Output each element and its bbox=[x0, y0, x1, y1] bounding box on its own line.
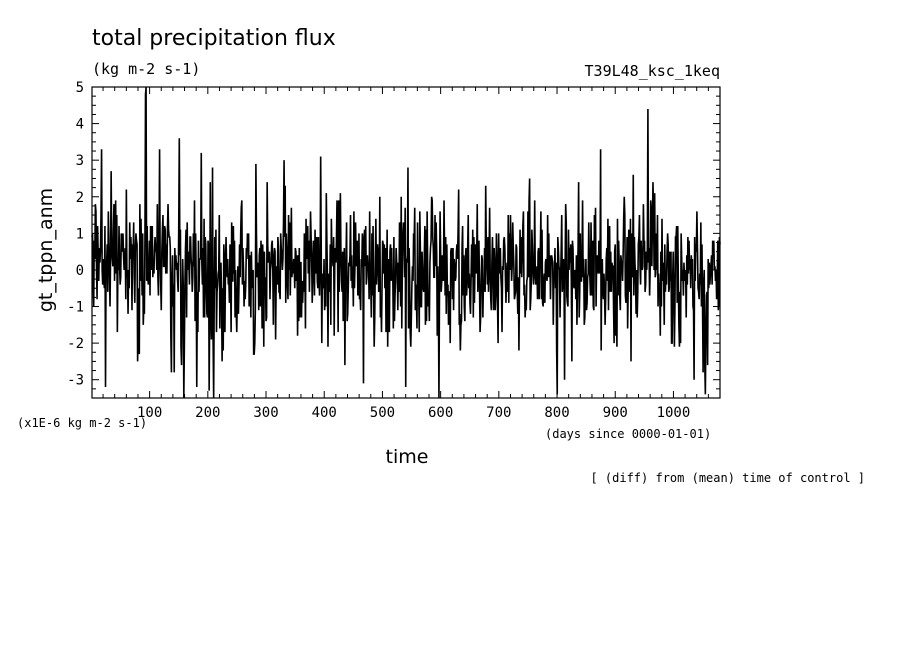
y-tick-label: -1 bbox=[67, 300, 84, 316]
y-tick-label: 2 bbox=[76, 190, 84, 206]
chart-subtitle: (kg m-2 s-1) bbox=[92, 60, 200, 78]
y-scale-note: (x1E-6 kg m-2 s-1) bbox=[17, 416, 147, 430]
x-tick-label: 800 bbox=[544, 405, 569, 421]
x-tick-label: 700 bbox=[486, 405, 511, 421]
y-tick-label: 0 bbox=[76, 263, 84, 279]
x-tick-label: 200 bbox=[195, 405, 220, 421]
x-tick-label: 300 bbox=[253, 405, 278, 421]
x-axis-ticks: 100 200 300 400 500 600 700 800 900 1000 bbox=[102, 87, 721, 421]
y-tick-label: -2 bbox=[67, 336, 84, 352]
x-units-label: (days since 0000-01-01) bbox=[545, 427, 711, 441]
run-label: T39L48_ksc_1keq bbox=[585, 62, 720, 80]
x-tick-label: 500 bbox=[370, 405, 395, 421]
y-tick-label: 3 bbox=[76, 153, 84, 169]
plot-frame bbox=[91, 86, 721, 399]
y-tick-label: 1 bbox=[76, 226, 84, 242]
x-tick-label: 900 bbox=[603, 405, 628, 421]
x-axis-label: time bbox=[386, 446, 429, 468]
chart-title: total precipitation flux bbox=[92, 26, 336, 51]
y-tick-label: 5 bbox=[76, 80, 84, 96]
x-tick-label: 1000 bbox=[657, 405, 691, 421]
y-tick-label: 4 bbox=[76, 117, 84, 133]
series-line bbox=[91, 86, 721, 399]
y-tick-label: -3 bbox=[67, 373, 84, 389]
y-axis-label: gt_tppn_anm bbox=[35, 188, 57, 312]
x-tick-label: 100 bbox=[137, 405, 162, 421]
footnote: [ (diff) from (mean) time of control ] bbox=[590, 471, 865, 485]
x-tick-label: 400 bbox=[312, 405, 337, 421]
x-tick-label: 600 bbox=[428, 405, 453, 421]
